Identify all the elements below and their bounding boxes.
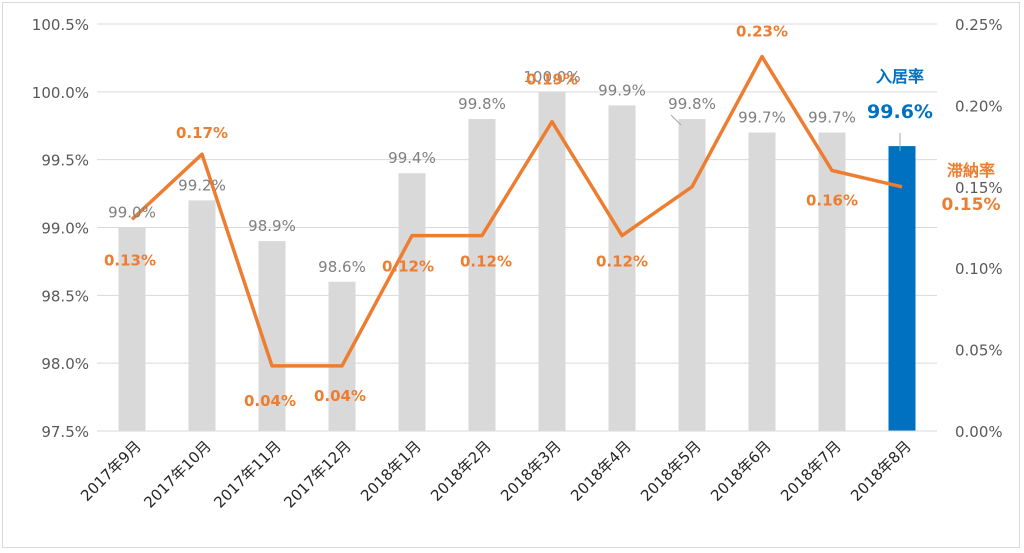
bar-data-label: 98.9%	[248, 217, 296, 235]
bar	[468, 118, 496, 431]
right-axis-tick-label: 0.00%	[955, 423, 1003, 441]
line-data-label: 0.17%	[176, 124, 228, 142]
bar-data-label: 99.4%	[388, 149, 436, 167]
line-data-label: 0.04%	[244, 392, 296, 410]
left-axis: 97.5% 98.0% 98.5% 99.0% 99.5% 100.0% 100.5%	[32, 16, 89, 441]
bar-series	[118, 91, 916, 432]
bar	[188, 200, 216, 431]
x-axis-tick-label: 2017年11月	[210, 437, 284, 511]
x-axis-tick-label: 2017年10月	[140, 437, 214, 511]
bar	[818, 132, 846, 432]
bar-data-label: 99.7%	[808, 109, 856, 127]
line-data-label: 0.12%	[460, 253, 512, 271]
line-series-name-callout: 滞納率	[947, 161, 995, 180]
x-axis-tick-label: 2018年3月	[497, 437, 565, 505]
bar-data-labels: 99.0% 99.2% 98.9% 98.6% 99.4% 99.8% 100.0% 99.9…	[108, 68, 856, 276]
right-axis-tick-label: 0.25%	[955, 16, 1003, 34]
line-data-label: 0.12%	[596, 253, 648, 271]
leader-line	[670, 114, 682, 126]
bar	[398, 173, 426, 431]
x-axis-tick-label: 2018年1月	[357, 437, 425, 505]
bar-highlight-value-callout: 99.6%	[867, 101, 933, 123]
annotations: 入居率 99.6% 滞納率 0.15%	[867, 67, 1000, 215]
bar-data-label: 99.8%	[668, 95, 716, 113]
line-data-label: 0.16%	[806, 192, 858, 210]
right-axis-tick-label: 0.20%	[955, 97, 1003, 115]
line-data-label: 0.19%	[526, 71, 578, 89]
x-axis-tick-label: 2018年8月	[847, 437, 915, 505]
x-axis-tick-label: 2018年6月	[707, 437, 775, 505]
bar	[118, 227, 146, 431]
right-axis: 0.00% 0.05% 0.10% 0.15% 0.20% 0.25%	[955, 16, 1003, 441]
line-data-label: 0.04%	[314, 387, 366, 405]
bar	[328, 281, 356, 431]
line-data-label: 0.23%	[736, 23, 788, 41]
bar-data-label: 99.9%	[598, 81, 646, 99]
right-axis-tick-label: 0.10%	[955, 260, 1003, 278]
x-axis-tick-label: 2017年12月	[280, 437, 354, 511]
bar-data-label: 99.7%	[738, 109, 786, 127]
left-axis-tick-label: 100.0%	[32, 84, 89, 102]
line-series	[130, 54, 903, 368]
line-data-labels: 0.13% 0.17% 0.04% 0.04% 0.12% 0.12% 0.19% 0.12%…	[104, 23, 858, 410]
x-axis-tick-label: 2018年7月	[777, 437, 845, 505]
gridlines	[97, 23, 937, 432]
bar	[608, 105, 636, 432]
left-axis-tick-label: 100.5%	[32, 16, 89, 34]
bar	[748, 132, 776, 432]
leader-lines	[670, 114, 901, 151]
x-axis-tick-label: 2017年9月	[77, 437, 145, 505]
bar-data-label: 99.8%	[458, 95, 506, 113]
line-data-label: 0.12%	[382, 258, 434, 276]
x-axis-tick-label: 2018年4月	[567, 437, 635, 505]
line-highlight-value-callout: 0.15%	[942, 195, 1001, 215]
left-axis-tick-label: 97.5%	[41, 423, 89, 441]
line-data-label: 0.13%	[104, 251, 156, 269]
left-axis-tick-label: 98.0%	[41, 355, 89, 373]
bar-highlight	[888, 146, 916, 431]
left-axis-tick-label: 98.5%	[41, 287, 89, 305]
bar-series-name-callout: 入居率	[876, 67, 924, 86]
x-axis-tick-label: 2018年2月	[427, 437, 495, 505]
left-axis-tick-label: 99.5%	[41, 152, 89, 170]
x-axis-tick-label: 2018年5月	[637, 437, 705, 505]
right-axis-tick-label: 0.05%	[955, 342, 1003, 360]
bar-data-label: 100.0%	[523, 68, 580, 86]
bar-data-label: 99.2%	[178, 176, 226, 194]
bar-data-label: 98.6%	[318, 258, 366, 276]
combo-chart: 97.5% 98.0% 98.5% 99.0% 99.5% 100.0% 100.5% 0.…	[32, 16, 1003, 512]
line-series-path	[130, 54, 903, 368]
left-axis-tick-label: 99.0%	[41, 220, 89, 238]
right-axis-tick-label: 0.15%	[955, 179, 1003, 197]
bar-data-label: 99.0%	[108, 204, 156, 222]
bar	[538, 91, 566, 431]
